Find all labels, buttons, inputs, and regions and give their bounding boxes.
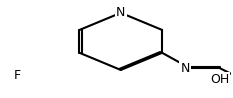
Text: F: F: [14, 69, 21, 82]
Text: N: N: [116, 6, 126, 19]
Text: N: N: [180, 62, 190, 75]
Text: OH: OH: [210, 73, 229, 86]
